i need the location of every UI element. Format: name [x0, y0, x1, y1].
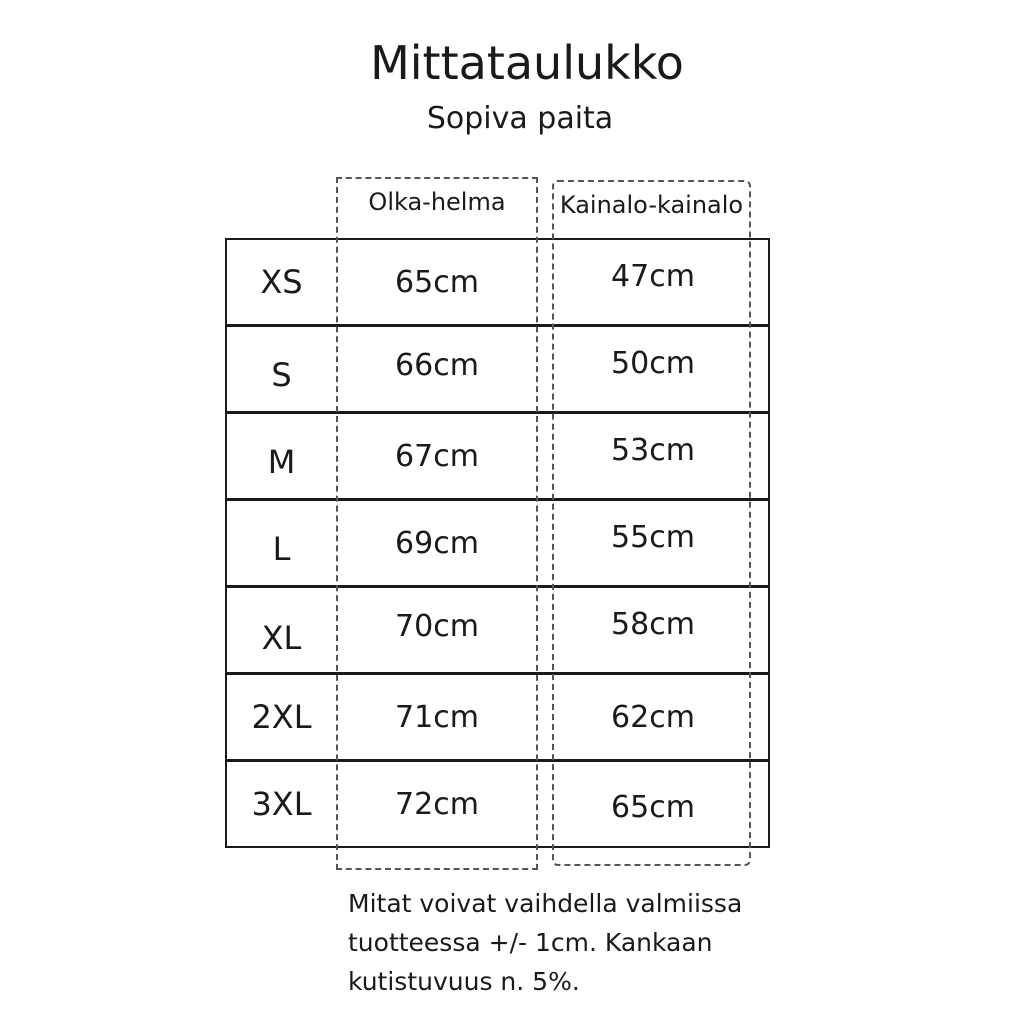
- page-subtitle: Sopiva paita: [426, 101, 614, 136]
- table-row: M 67cm 53cm: [227, 414, 768, 501]
- table-row: XL 70cm 58cm: [227, 588, 768, 675]
- kainalo-kainalo-value: 53cm: [611, 432, 695, 468]
- olka-helma-value: 67cm: [395, 438, 479, 474]
- kainalo-kainalo-cell: 53cm: [538, 414, 768, 498]
- olka-helma-cell: 70cm: [336, 588, 538, 672]
- table-row: 3XL 72cm 65cm: [227, 762, 768, 846]
- size-table: XS 65cm 47cm S 66cm 50cm M 67cm: [225, 238, 770, 848]
- olka-helma-value: 69cm: [395, 525, 479, 561]
- kainalo-kainalo-value: 65cm: [611, 789, 695, 825]
- olka-helma-cell: 72cm: [336, 762, 538, 846]
- kainalo-kainalo-value: 55cm: [611, 519, 695, 555]
- table-row: 2XL 71cm 62cm: [227, 675, 768, 762]
- size-cell: M: [227, 414, 336, 498]
- footer-note-line: kutistuvuus n. 5%.: [348, 967, 580, 996]
- olka-helma-value: 70cm: [395, 608, 479, 644]
- kainalo-kainalo-cell: 50cm: [538, 327, 768, 411]
- column-header-olka-helma: Olka-helma: [368, 188, 506, 216]
- size-label: S: [271, 356, 292, 394]
- size-cell: 3XL: [227, 762, 336, 846]
- size-label: XS: [260, 263, 303, 301]
- footer-note-line: Mitat voivat vaihdella valmiissa: [348, 889, 743, 918]
- kainalo-kainalo-cell: 65cm: [538, 762, 768, 846]
- size-cell: S: [227, 327, 336, 411]
- olka-helma-value: 65cm: [395, 264, 479, 300]
- column-header-kainalo-kainalo: Kainalo-kainalo: [559, 191, 744, 219]
- olka-helma-value: 71cm: [395, 699, 479, 735]
- size-cell: XL: [227, 588, 336, 672]
- olka-helma-cell: 65cm: [336, 240, 538, 324]
- olka-helma-cell: 69cm: [336, 501, 538, 585]
- olka-helma-cell: 66cm: [336, 327, 538, 411]
- size-cell: 2XL: [227, 675, 336, 759]
- size-label: M: [267, 443, 296, 481]
- kainalo-kainalo-value: 58cm: [611, 606, 695, 642]
- size-cell: XS: [227, 240, 336, 324]
- table-row: S 66cm 50cm: [227, 327, 768, 414]
- kainalo-kainalo-cell: 47cm: [538, 240, 768, 324]
- olka-helma-value: 72cm: [395, 786, 479, 822]
- table-row: L 69cm 55cm: [227, 501, 768, 588]
- kainalo-kainalo-value: 50cm: [611, 345, 695, 381]
- size-label: 3XL: [251, 785, 312, 823]
- table-row: XS 65cm 47cm: [227, 240, 768, 327]
- page-title: Mittataulukko: [370, 36, 684, 90]
- olka-helma-cell: 71cm: [336, 675, 538, 759]
- size-label: 2XL: [251, 698, 312, 736]
- footer-note: Mitat voivat vaihdella valmiissa tuottee…: [348, 884, 742, 1001]
- kainalo-kainalo-cell: 62cm: [538, 675, 768, 759]
- size-cell: L: [227, 501, 336, 585]
- olka-helma-cell: 67cm: [336, 414, 538, 498]
- size-label: L: [272, 530, 291, 568]
- kainalo-kainalo-value: 47cm: [611, 258, 695, 294]
- size-label: XL: [261, 619, 302, 657]
- kainalo-kainalo-value: 62cm: [611, 699, 695, 735]
- footer-note-line: tuotteessa +/- 1cm. Kankaan: [348, 928, 713, 957]
- olka-helma-value: 66cm: [395, 347, 479, 383]
- kainalo-kainalo-cell: 58cm: [538, 588, 768, 672]
- kainalo-kainalo-cell: 55cm: [538, 501, 768, 585]
